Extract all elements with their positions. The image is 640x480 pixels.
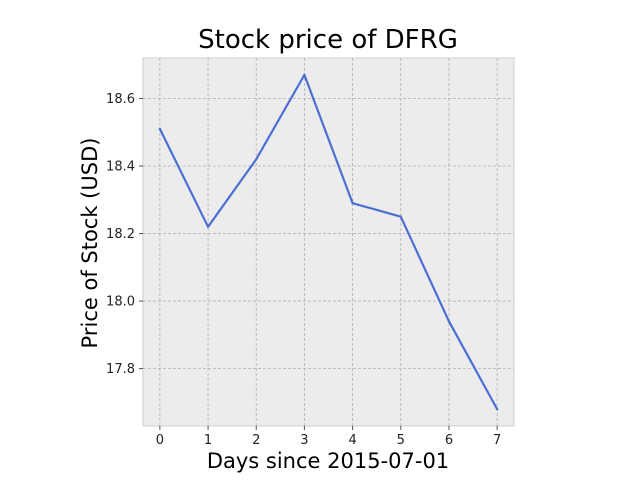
x-tick-label: 0	[156, 433, 164, 448]
y-axis-label: Price of Stock (USD)	[78, 138, 102, 349]
data-point	[351, 201, 354, 205]
grid-lines	[143, 58, 514, 426]
chart-title: Stock price of DFRG	[198, 25, 458, 55]
data-point	[255, 158, 258, 161]
x-tick-label: 2	[252, 433, 260, 448]
x-axis: 0 1 2 3 4 5 6 7	[156, 426, 501, 448]
x-tick-label: 4	[348, 433, 356, 448]
plot-area	[142, 57, 515, 427]
y-tick-label: 18.2	[106, 227, 135, 242]
x-tick-label: 5	[397, 433, 405, 448]
data-point	[447, 320, 451, 323]
series-line-0	[158, 73, 499, 411]
x-tick-label: 3	[300, 433, 308, 448]
data-point	[495, 407, 499, 411]
y-axis: 17.8 18.0 18.2 18.4 18.6	[106, 92, 143, 377]
x-tick-label: 1	[204, 433, 212, 448]
y-tick-label: 18.6	[106, 92, 135, 107]
data-point	[206, 225, 210, 229]
x-tick-label: 6	[445, 433, 453, 448]
y-tick-label: 18.4	[106, 160, 135, 175]
series-layer	[158, 73, 499, 411]
x-tick-label: 7	[493, 433, 501, 448]
data-point	[158, 127, 162, 131]
data-point	[399, 215, 402, 218]
x-axis-label: Days since 2015-07-01	[207, 449, 449, 473]
y-tick-label: 17.8	[106, 362, 135, 377]
y-tick-label: 18.0	[106, 295, 135, 310]
data-point	[303, 73, 306, 77]
